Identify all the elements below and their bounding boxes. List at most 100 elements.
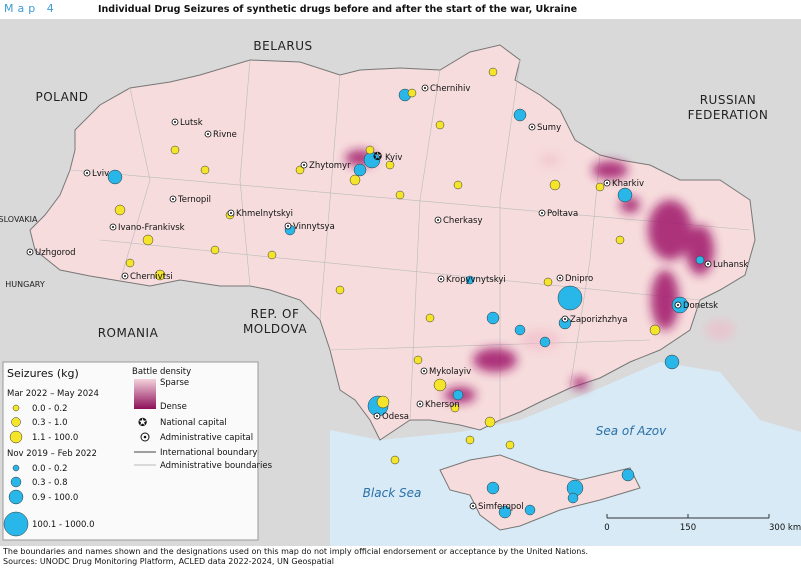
city-label: Uzhgorod (35, 248, 76, 258)
seizure-marker (125, 258, 135, 268)
country-label: HUNGARY (5, 280, 45, 289)
city-label: Odesa (382, 412, 409, 422)
admin-capital-dot (559, 277, 561, 279)
admin-capital-dot (423, 370, 425, 372)
admin-capital-dot (112, 226, 114, 228)
seizure-marker (649, 324, 661, 336)
legend-class: 0.9 - 100.0 (32, 493, 78, 503)
country-label: SLOVAKIA (0, 215, 38, 224)
seizure-marker (539, 336, 551, 348)
seizure-marker (664, 354, 680, 370)
density-title: Battle density (132, 367, 191, 377)
admin-capital-dot (541, 212, 543, 214)
seizure-marker (365, 145, 375, 155)
density-label: Sparse (160, 378, 189, 388)
seizure-marker (486, 481, 500, 495)
legend-marker (10, 476, 22, 488)
footnote: The boundaries and names shown and the d… (2, 547, 588, 556)
seizure-marker (617, 187, 633, 203)
city-label: Ternopil (177, 195, 211, 205)
legend-marker (12, 464, 20, 472)
seizure-markers (107, 67, 705, 519)
symbol-label: Administrative boundaries (160, 461, 273, 471)
seizure-marker (353, 163, 367, 177)
seizure-marker (514, 324, 526, 336)
admin-capital-dot (376, 415, 378, 417)
legend-marker (3, 511, 29, 537)
battle-density (345, 150, 714, 403)
seizure-marker (335, 285, 345, 295)
admin-capital-dot (287, 225, 289, 227)
city-label: Vinnytsya (293, 222, 335, 232)
seizure-marker (433, 378, 447, 392)
legend-period: Nov 2019 – Feb 2022 (7, 449, 97, 459)
city-label: Dnipro (565, 274, 593, 284)
seizure-marker (267, 250, 277, 260)
legend-title: Seizures (kg) (7, 367, 79, 380)
seizure-marker (465, 275, 475, 285)
admin-capital-dot (174, 121, 176, 123)
crimea (439, 454, 641, 531)
symbol-label: National capital (160, 418, 227, 428)
country-label: ROMANIA (98, 326, 159, 340)
admin-icon (143, 435, 147, 439)
city-label: Lutsk (180, 118, 203, 128)
seizure-marker (142, 234, 154, 246)
seizure-marker (114, 204, 126, 216)
seizure-marker (407, 88, 417, 98)
admin-capital-dot (86, 172, 88, 174)
city-label: Chernihiv (430, 84, 470, 94)
admin-capital-dot (564, 318, 566, 320)
city-label: Rivne (213, 130, 237, 140)
admin-capital-dot (707, 263, 709, 265)
city-label: Khmelnytskyi (236, 209, 293, 219)
sea-label: Black Sea (363, 486, 422, 500)
header-bar (0, 0, 801, 18)
legend-marker (11, 417, 21, 427)
city-label: Simferopol (478, 502, 524, 512)
seizure-marker (695, 255, 705, 265)
admin-capital-dot (437, 219, 439, 221)
star-icon: ✪ (138, 416, 147, 429)
admin-boundaries (69, 59, 751, 421)
city-label: Zhytomyr (309, 161, 351, 171)
legend-marker (8, 489, 24, 505)
admin-capital-dot (29, 251, 31, 253)
country-label: BELARUS (253, 39, 312, 53)
admin-capital-dot (230, 212, 232, 214)
sea-label: Sea of Azov (596, 424, 667, 438)
seizure-marker (524, 504, 536, 516)
seizure-marker (567, 492, 579, 504)
admin-capital-dot (472, 505, 474, 507)
legend-period: Mar 2022 – May 2024 (7, 389, 99, 399)
seizure-marker (484, 416, 496, 428)
scale-label: 0 (604, 523, 609, 533)
admin-capital-dot (531, 126, 533, 128)
seizure-marker (376, 395, 390, 409)
legend: Seizures (kg) Mar 2022 – May 2024 Nov 20… (2, 361, 273, 541)
sea (330, 362, 801, 546)
seizure-marker (349, 174, 361, 186)
capital-star: ✪ (373, 150, 382, 163)
seizure-marker (505, 440, 515, 450)
seizure-marker (498, 505, 512, 519)
seizure-marker (486, 311, 500, 325)
admin-capital-dot (303, 164, 305, 166)
seizure-marker (452, 389, 464, 401)
city-label: Kropyvnytskyi (446, 275, 506, 285)
city-label: Sumy (537, 123, 561, 133)
symbol-label: Administrative capital (160, 433, 253, 443)
scale-label: 300 km (769, 523, 801, 533)
seizure-marker (549, 179, 561, 191)
seizure-marker (395, 190, 405, 200)
seizure-marker (425, 313, 435, 323)
country-label: FEDERATION (688, 108, 769, 122)
seizure-marker (154, 269, 166, 281)
density-ramp (134, 379, 156, 409)
seizure-marker (543, 277, 553, 287)
legend-class: 0.3 - 0.8 (32, 478, 68, 488)
density-label: Dense (160, 402, 187, 412)
city-label: Poltava (547, 209, 578, 219)
